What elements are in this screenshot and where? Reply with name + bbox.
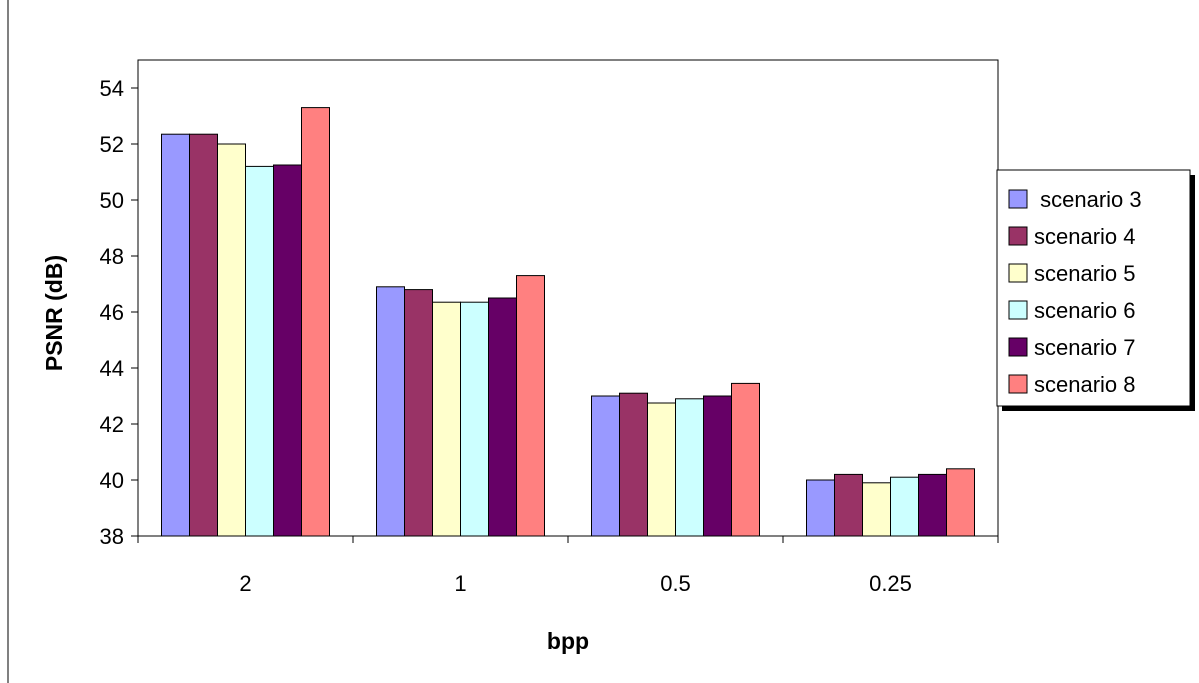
y-tick-label: 48 (100, 244, 124, 269)
y-tick-label: 50 (100, 188, 124, 213)
legend-label-2: scenario 4 (1034, 224, 1136, 249)
bar-series-5-cat-2 (488, 297, 517, 537)
legend-label-3: scenario 5 (1034, 261, 1136, 286)
bar-series-4-cat-2 (460, 301, 489, 537)
x-tick-label: 0.5 (660, 571, 691, 596)
bar-series-4-cat-4 (890, 476, 919, 537)
bar-series-3-cat-4 (862, 482, 891, 537)
bar-series-1-cat-3 (591, 395, 620, 537)
legend-swatch-3 (1008, 263, 1028, 283)
bar-series-6-cat-1 (301, 107, 330, 537)
bar-series-1-cat-1 (161, 133, 190, 537)
legend-label-1: scenario 3 (1034, 187, 1142, 212)
bar-series-5-cat-3 (703, 395, 732, 537)
y-tick-label: 46 (100, 300, 124, 325)
y-tick-label: 52 (100, 132, 124, 157)
legend-label-4: scenario 6 (1034, 298, 1136, 323)
y-tick-label: 40 (100, 468, 124, 493)
bar-series-5-cat-1 (273, 164, 302, 537)
bar-series-1-cat-2 (376, 286, 405, 537)
bar-series-6-cat-2 (516, 275, 545, 537)
bar-series-3-cat-1 (217, 143, 246, 537)
legend-swatch-6 (1008, 374, 1028, 394)
legend-box (996, 169, 1191, 407)
bar-series-2-cat-1 (189, 133, 218, 537)
x-tick-label: 2 (239, 571, 251, 596)
bar-series-6-cat-3 (731, 382, 760, 537)
legend-swatch-1 (1008, 189, 1028, 209)
legend-swatch-5 (1008, 337, 1028, 357)
bar-series-5-cat-4 (918, 473, 947, 537)
bar-series-4-cat-1 (245, 165, 274, 537)
x-axis-title: bpp (547, 628, 589, 654)
bar-series-3-cat-2 (432, 301, 461, 537)
bar-series-3-cat-3 (647, 402, 676, 537)
y-tick-label: 42 (100, 412, 124, 437)
bar-series-6-cat-4 (946, 468, 975, 537)
x-tick-label: 0.25 (869, 571, 912, 596)
y-tick-label: 54 (100, 76, 124, 101)
bar-series-2-cat-3 (619, 392, 648, 537)
x-tick-label: 1 (454, 571, 466, 596)
y-axis-title: PSNR (dB) (41, 255, 67, 371)
bar-series-2-cat-2 (404, 289, 433, 537)
legend-swatch-4 (1008, 300, 1028, 320)
bar-series-2-cat-4 (834, 473, 863, 537)
legend-label-5: scenario 7 (1034, 335, 1136, 360)
bar-series-4-cat-3 (675, 398, 704, 537)
y-tick-label: 38 (100, 524, 124, 549)
legend-label-6: scenario 8 (1034, 372, 1136, 397)
bar-series-1-cat-4 (806, 479, 835, 537)
legend-swatch-2 (1008, 226, 1028, 246)
y-tick-label: 44 (100, 356, 124, 381)
